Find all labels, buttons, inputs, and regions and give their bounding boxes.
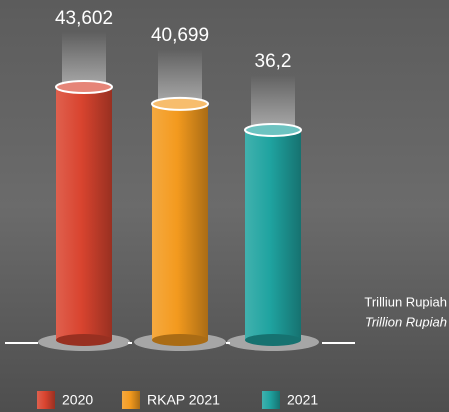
legend-swatch — [37, 391, 55, 409]
glow — [251, 74, 295, 130]
value-label: 43,602 — [55, 8, 113, 29]
bar-bottom — [245, 334, 301, 346]
unit-label-en: Trillion Rupiah — [365, 314, 447, 329]
value-label: 36,2 — [255, 51, 292, 72]
legend-label: 2021 — [287, 392, 318, 408]
glow — [158, 48, 202, 104]
bar-bottom — [56, 334, 112, 346]
bar — [245, 129, 301, 340]
bar-top — [55, 80, 113, 94]
bar-bottom — [152, 334, 208, 346]
legend-swatch — [122, 391, 140, 409]
bar — [152, 103, 208, 340]
glow — [62, 32, 106, 87]
unit-label: Trilliun Rupiah — [364, 294, 447, 309]
legend-label: 2020 — [62, 392, 93, 408]
bar — [56, 87, 112, 340]
bar-top — [244, 122, 302, 137]
value-label: 40,699 — [151, 25, 209, 46]
bar-top — [151, 96, 209, 111]
legend-label: RKAP 2021 — [147, 392, 220, 408]
legend-swatch — [262, 391, 280, 409]
